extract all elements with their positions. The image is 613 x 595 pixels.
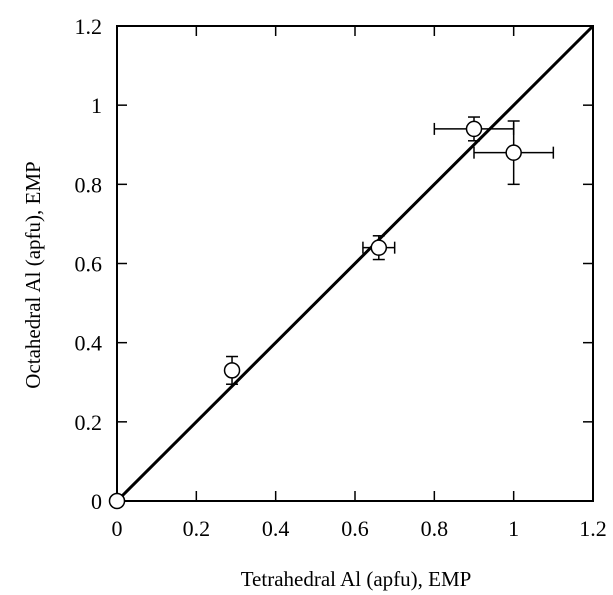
data-point [505, 144, 522, 161]
y-axis-title: Octahedral Al (apfu), EMP [21, 161, 45, 388]
x-tick-label: 0 [112, 516, 123, 541]
data-point [370, 239, 388, 256]
data-point [465, 120, 483, 138]
y-tick-label: 0.6 [75, 252, 103, 277]
data-point [223, 362, 241, 379]
y-tick-label: 0 [91, 489, 102, 514]
data-point-group [362, 235, 396, 261]
data-point-group [473, 120, 555, 186]
y-tick-label: 0.2 [75, 410, 103, 435]
x-tick-label: 1 [508, 516, 519, 541]
data-point-group [223, 355, 241, 385]
x-tick-label: 0.2 [183, 516, 211, 541]
y-tick-label: 0.4 [75, 331, 103, 356]
x-tick-label: 0.6 [341, 516, 369, 541]
data-point-group [108, 492, 126, 510]
x-tick-label: 0.4 [262, 516, 290, 541]
x-tick-label: 0.8 [421, 516, 449, 541]
y-tick-label: 1.2 [75, 14, 103, 39]
x-tick-label: 1.2 [579, 516, 607, 541]
y-tick-label: 0.8 [75, 172, 103, 197]
y-tick-label: 1 [91, 93, 102, 118]
data-point [108, 492, 126, 510]
one-to-one-line [115, 24, 595, 503]
data-point-group [433, 116, 515, 142]
x-axis-title: Tetrahedral Al (apfu), EMP [241, 567, 472, 591]
